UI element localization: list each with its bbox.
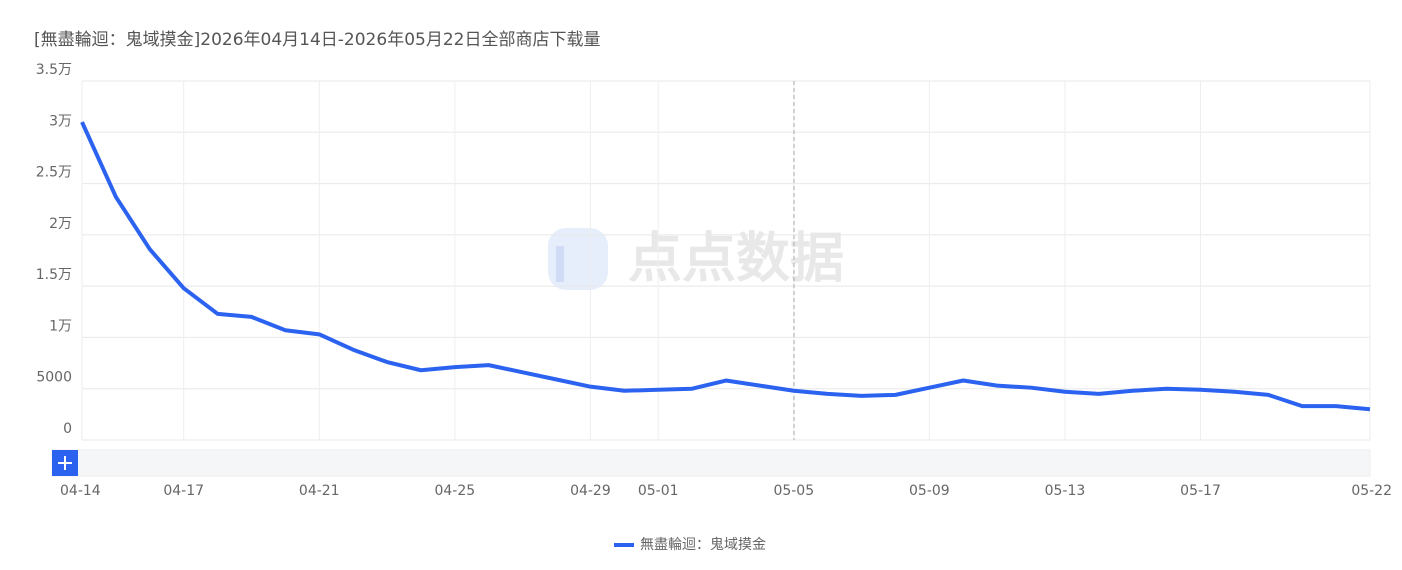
x-tick-label: 05-13 (1045, 483, 1086, 499)
plot (80, 121, 1371, 412)
x-tick-label: 04-17 (163, 483, 204, 499)
x-tick-label: 05-17 (1180, 483, 1221, 499)
legend-label: 無盡輪迴：鬼域摸金 (640, 536, 766, 553)
zoom-bar[interactable] (51, 449, 1371, 477)
x-tick-label: 05-05 (773, 483, 814, 499)
y-tick-label: 2.5万 (36, 165, 72, 181)
y-tick-label: 2万 (49, 216, 72, 232)
y-tick-label: 3.5万 (36, 62, 72, 78)
y-tick-label: 1.5万 (36, 267, 72, 283)
y-tick-label: 0 (63, 421, 72, 437)
y-tick-label: 5000 (36, 370, 72, 386)
watermark: 点点数据 (628, 227, 844, 290)
series-line (80, 121, 1371, 412)
x-tick-label: 04-25 (434, 483, 475, 499)
x-tick-label: 04-21 (299, 483, 340, 499)
watermark-logo (548, 228, 608, 290)
legend-item[interactable]: 無盡輪迴：鬼域摸金 (614, 536, 766, 553)
y-tick-label: 3万 (49, 113, 72, 129)
legend[interactable]: 無盡輪迴：鬼域摸金 (614, 536, 766, 553)
x-tick-label: 04-14 (60, 483, 101, 499)
x-tick-label: 05-09 (909, 483, 950, 499)
chart-title: [無盡輪迴：鬼域摸金]2026年04月14日-2026年05月22日全部商店下载… (34, 30, 600, 50)
x-tick-label: 04-29 (570, 483, 611, 499)
x-tick-label: 05-01 (638, 483, 679, 499)
y-tick-label: 1万 (49, 318, 72, 334)
x-tick-label: 05-22 (1351, 483, 1392, 499)
